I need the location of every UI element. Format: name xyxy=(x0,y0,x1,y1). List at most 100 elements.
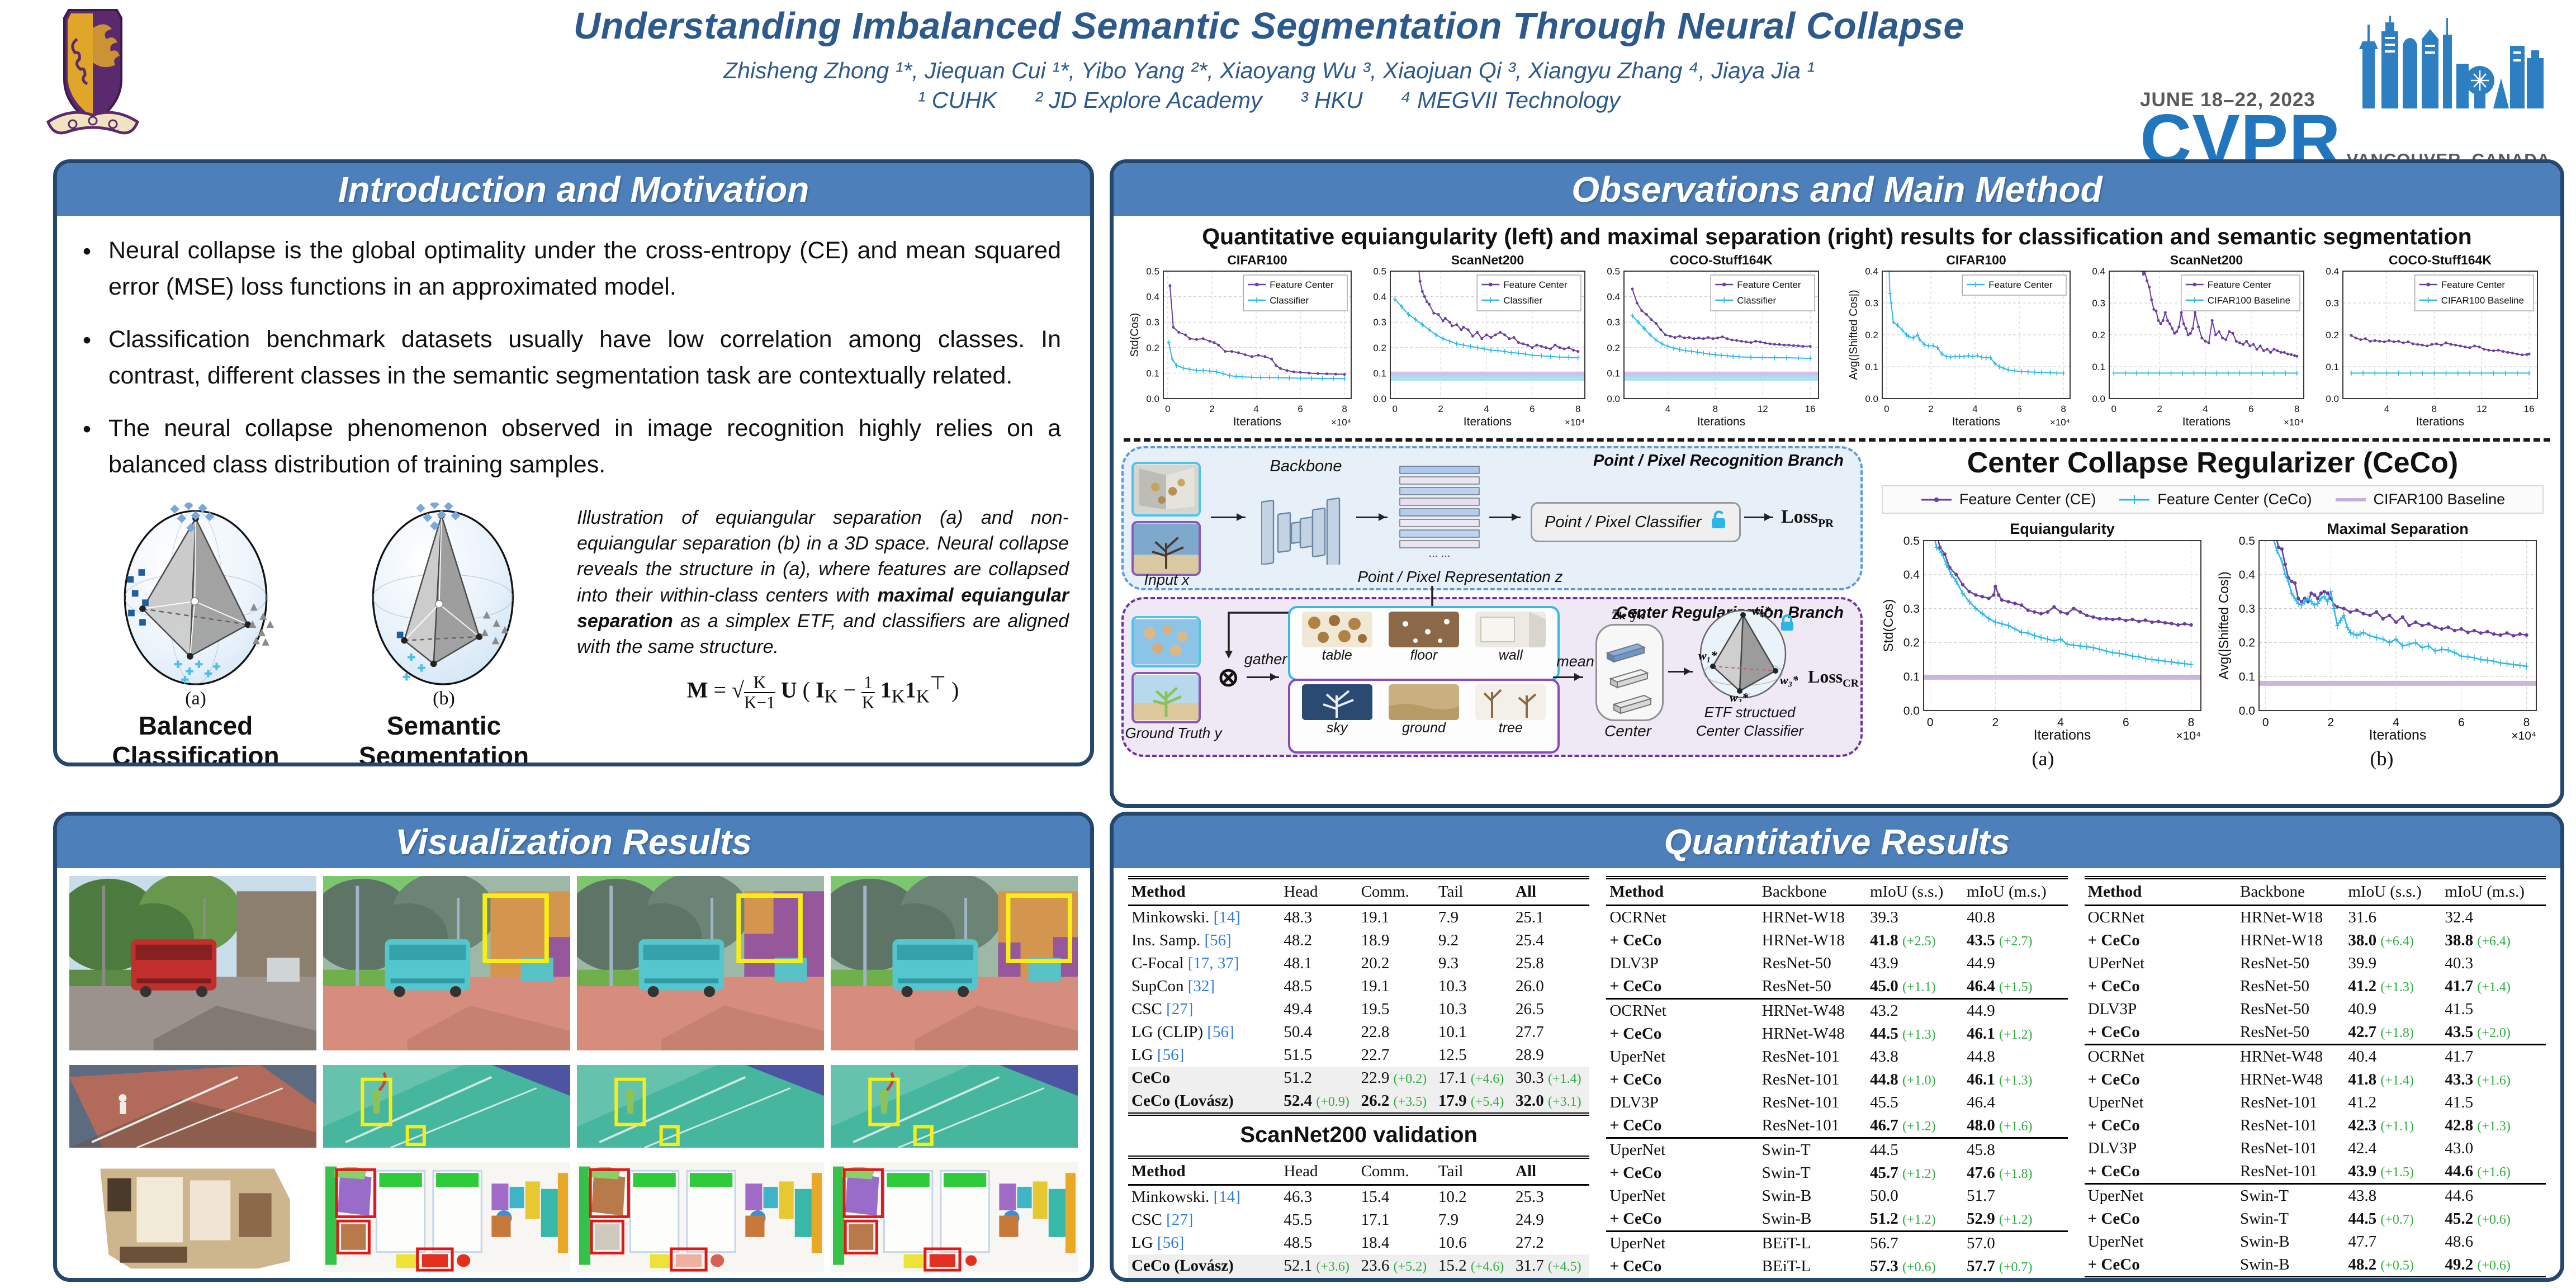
svg-text:2: 2 xyxy=(2157,404,2162,414)
svg-text:0.2: 0.2 xyxy=(2092,330,2105,340)
svg-text:ScanNet200: ScanNet200 xyxy=(2170,253,2243,267)
vis-image-room-ce-baseline xyxy=(577,1162,824,1272)
etf-classifier-icon: w₄* w₁* w₂* w₃* xyxy=(1698,604,1799,705)
panel-visualization: Visualization Results (a) 2D/3D Input (b… xyxy=(53,812,1094,1282)
figure-semantic-segmentation: (b) Semantic Segmentation xyxy=(321,503,567,766)
svg-text:Iterations: Iterations xyxy=(2034,727,2091,743)
chart-avg-cifar100: 0.0 0.1 0.2 0.3 0.4 0 2 4 6 8 CIFAR100 Avg(|Shifted… xyxy=(1848,252,2078,433)
svg-text:4: 4 xyxy=(2203,404,2208,414)
vis-caption-groundtruth: (b) Groud Truth xyxy=(321,1276,574,1278)
table-scannet200-validation: Method Head Comm. Tail All Minkowski. [14] 48.… xyxy=(1128,876,1590,1116)
svg-text:0.5: 0.5 xyxy=(1373,266,1386,277)
backbone-icon xyxy=(1260,480,1351,568)
svg-text:8: 8 xyxy=(2188,716,2195,729)
svg-text:0.3: 0.3 xyxy=(1146,317,1159,328)
svg-text:0.0: 0.0 xyxy=(1607,394,1620,404)
vis-image-room-groundtruth xyxy=(323,1162,570,1272)
svg-text:4: 4 xyxy=(1253,404,1258,414)
svg-text:0.5: 0.5 xyxy=(1903,534,1920,547)
svg-text:0.3: 0.3 xyxy=(2326,298,2339,309)
svg-text:×10⁴: ×10⁴ xyxy=(1331,417,1351,428)
introduction-bullets: • Neural collapse is the global optimalit… xyxy=(57,216,1090,503)
svg-text:0.2: 0.2 xyxy=(1373,343,1386,353)
svg-text:×10⁴: ×10⁴ xyxy=(2176,730,2201,742)
svg-text:Iterations: Iterations xyxy=(2369,727,2427,743)
authors: Zhisheng Zhong ¹*, Jiequan Cui ¹*, Yibo … xyxy=(723,58,1815,83)
svg-text:8: 8 xyxy=(1342,404,1347,414)
svg-text:2: 2 xyxy=(1928,404,1933,414)
svg-text:4: 4 xyxy=(1972,404,1977,414)
representation-label: Point / Pixel Representation z xyxy=(1357,568,1563,585)
svg-text:16: 16 xyxy=(2524,404,2535,414)
svg-text:4: 4 xyxy=(2384,404,2389,414)
observations-caption: Quantitative equiangularity (left) and m… xyxy=(1202,224,2472,249)
svg-text:0: 0 xyxy=(1392,404,1397,414)
ceco-sublabel-b: (b) xyxy=(2370,747,2394,770)
svg-text:6: 6 xyxy=(2123,716,2129,729)
arrow-icon xyxy=(1744,513,1773,521)
vis-caption-ceco: (d) CeCo xyxy=(826,1276,1078,1278)
arrow-icon xyxy=(1211,513,1246,521)
etf-classifier-label: ETF structued Center Classifier xyxy=(1696,704,1804,739)
unlock-icon xyxy=(1710,510,1727,534)
svg-text:0.5: 0.5 xyxy=(1607,266,1620,277)
svg-text:CIFAR100: CIFAR100 xyxy=(1946,253,2006,267)
arrow-icon xyxy=(1356,513,1388,521)
svg-text:0.0: 0.0 xyxy=(1373,394,1386,404)
center-label: Center xyxy=(1604,722,1652,740)
bullet-text: Neural collapse is the global optimality… xyxy=(108,237,1061,300)
panel-observations-title: Observations and Main Method xyxy=(1114,163,2560,216)
svg-text:0.4: 0.4 xyxy=(1903,569,1920,581)
method-diagram: Point / Pixel Recognition Branch Input x… xyxy=(1119,445,1866,758)
svg-text:CIFAR100 Baseline: CIFAR100 Baseline xyxy=(2441,295,2524,306)
arrow-icon xyxy=(1668,667,1693,675)
arrow-icon xyxy=(1247,673,1279,681)
svg-text:0.1: 0.1 xyxy=(2239,671,2255,684)
mean-label: mean xyxy=(1556,653,1594,670)
ceco-legend: Feature Center (CE) Feature Center (CeCo)… xyxy=(1882,485,2544,514)
svg-text:Iterations: Iterations xyxy=(2416,415,2464,428)
svg-text:2: 2 xyxy=(1992,716,1999,729)
svg-text:0.5: 0.5 xyxy=(2239,534,2255,547)
svg-text:0.3: 0.3 xyxy=(1903,603,1920,615)
svg-text:×10⁴: ×10⁴ xyxy=(2050,417,2070,428)
svg-text:w₃*: w₃* xyxy=(1780,673,1798,687)
svg-text:2: 2 xyxy=(2328,716,2334,729)
svg-text:8: 8 xyxy=(2432,404,2437,414)
svg-text:CIFAR100 Baseline: CIFAR100 Baseline xyxy=(2208,295,2290,306)
vis-image-street-input xyxy=(69,876,316,1050)
table-scannet200-test: Method Head Comm. Tail All Minkowski. [14] 46.… xyxy=(1128,1156,1590,1278)
svg-text:0.4: 0.4 xyxy=(2326,266,2339,277)
cvpr-skyline-icon xyxy=(2347,15,2550,111)
vis-image-street-ceco xyxy=(831,876,1078,1050)
svg-text:Feature Center: Feature Center xyxy=(1503,280,1568,290)
svg-text:×10⁴: ×10⁴ xyxy=(2511,730,2536,742)
svg-text:12: 12 xyxy=(1758,404,1768,414)
svg-text:6: 6 xyxy=(2458,716,2465,729)
recognition-branch-label: Point / Pixel Recognition Branch xyxy=(1593,452,1844,470)
svg-text:4: 4 xyxy=(2057,716,2064,729)
chart-std-cifar100: 0.0 0.1 0.2 0.3 0.4 0.5 0 2 4 6 8 CIFAR100 Std(Cos) I… xyxy=(1129,252,1359,433)
svg-text:COCO-Stuff164K: COCO-Stuff164K xyxy=(1670,253,1773,267)
head-classes-box: table floor wall xyxy=(1288,606,1560,681)
svg-text:0.3: 0.3 xyxy=(1607,317,1620,328)
bullet-icon: • xyxy=(83,416,92,443)
svg-text:Iterations: Iterations xyxy=(2182,415,2231,428)
chart-avg-cocostuff: 0.0 0.1 0.2 0.3 0.4 4 8 12 16 COCO-Stuff164K Itera… xyxy=(2315,252,2545,433)
svg-text:Iterations: Iterations xyxy=(1233,415,1281,428)
arrow-icon xyxy=(1553,673,1583,681)
figure-name-b: Semantic Segmentation xyxy=(358,711,529,766)
representation-bars-icon: ... ... xyxy=(1398,463,1481,567)
svg-text:0.3: 0.3 xyxy=(1865,298,1878,309)
figure-name-a: Balanced Classification xyxy=(112,711,280,766)
vis-image-tennis-ceco xyxy=(831,1065,1078,1148)
panel-introduction-title: Introduction and Motivation xyxy=(57,163,1090,216)
svg-text:0.2: 0.2 xyxy=(2326,330,2339,340)
bullet-text: Classification benchmark datasets usuall… xyxy=(108,326,1061,389)
table-ade20k: Method Backbone mIoU (s.s.) mIoU (m.s.) OCRN… xyxy=(1606,876,2068,1278)
cvpr-logo: JUNE 18–22, 2023 xyxy=(2140,15,2550,176)
vis-image-room-ceco xyxy=(831,1162,1078,1272)
svg-text:×10⁴: ×10⁴ xyxy=(1565,417,1585,428)
svg-text:16: 16 xyxy=(1805,404,1816,414)
